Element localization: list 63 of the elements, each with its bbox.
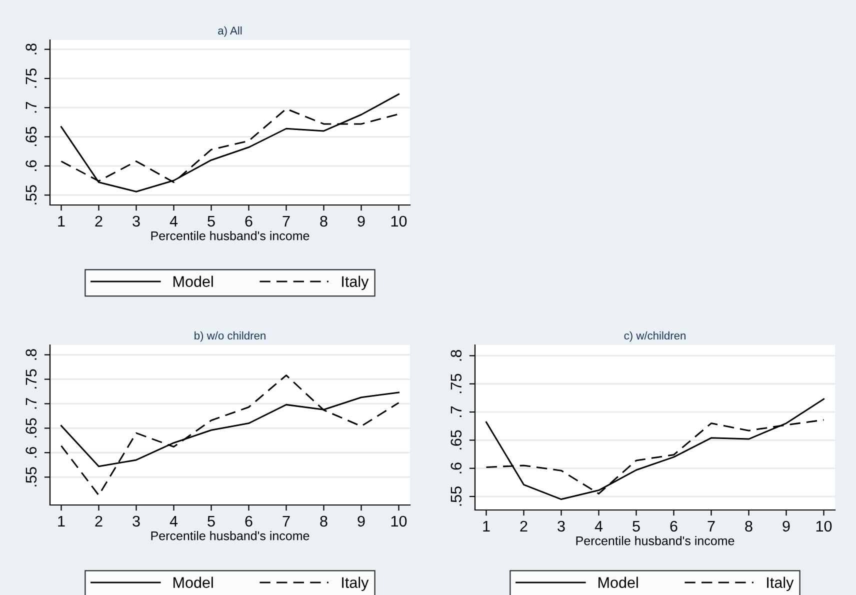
y-tick-label: .7	[26, 398, 36, 409]
y-tick-label: .55	[26, 185, 37, 204]
legend-label: Italy	[342, 576, 369, 591]
x-tick-label: 6	[245, 516, 252, 527]
x-tick-label: 5	[208, 516, 215, 527]
y-tick-label: .6	[450, 462, 462, 474]
x-tick-label: 3	[132, 216, 140, 227]
x-tick-label: 6	[670, 520, 678, 532]
legend-label: Italy	[342, 276, 369, 290]
x-axis-title: Percentile husband's income	[576, 536, 734, 546]
x-tick-label: 7	[282, 516, 290, 526]
x-axis-title: Percentile husband's income	[151, 231, 310, 240]
x-tick-label: 2	[95, 516, 102, 526]
x-tick-label: 4	[594, 520, 603, 532]
y-tick-label: .55	[450, 486, 462, 506]
line-series	[60, 374, 400, 496]
line-series	[485, 398, 825, 500]
y-tick-label: .7	[26, 102, 36, 113]
x-tick-label: 7	[708, 520, 715, 532]
y-tick-label: .65	[26, 126, 37, 146]
x-tick-label: 5	[632, 520, 640, 532]
x-tick-label: 8	[320, 516, 328, 527]
y-tick-label: .65	[26, 418, 37, 438]
x-tick-label: 9	[358, 216, 365, 227]
line-series	[60, 93, 400, 192]
x-tick-label: 2	[520, 520, 528, 532]
x-axis-title: Percentile husband's income	[151, 531, 310, 540]
chart-title: b) w/o children	[194, 331, 266, 342]
x-tick-label: 2	[95, 216, 102, 226]
y-tick-label: .75	[450, 374, 462, 394]
y-tick-label: .6	[26, 160, 37, 171]
x-tick-label: 9	[782, 520, 790, 532]
y-tick-label: .75	[26, 68, 37, 88]
x-tick-label: 4	[170, 216, 178, 226]
y-tick-label: .75	[26, 369, 37, 388]
y-tick-label: .8	[450, 350, 462, 361]
y-tick-label: .7	[450, 406, 462, 417]
x-tick-label: 3	[132, 516, 140, 527]
x-tick-label: 1	[58, 516, 65, 526]
x-tick-label: 6	[245, 216, 252, 227]
chart-title: c) w/children	[624, 331, 686, 342]
legend-label: Model	[174, 276, 213, 287]
x-tick-label: 10	[391, 216, 407, 227]
x-tick-label: 7	[282, 216, 290, 226]
x-tick-label: 8	[745, 520, 752, 532]
legend-label: Model	[598, 576, 638, 588]
y-tick-label: .55	[26, 467, 37, 486]
y-tick-label: .8	[26, 44, 37, 54]
chart-title: a) All	[218, 26, 242, 37]
y-tick-label: .8	[26, 349, 37, 360]
x-tick-label: 5	[208, 216, 215, 227]
y-tick-label: .65	[450, 430, 462, 450]
x-tick-label: 9	[358, 516, 365, 527]
x-tick-label: 10	[391, 516, 407, 527]
x-tick-label: 1	[483, 520, 490, 532]
y-tick-label: .6	[26, 446, 37, 458]
legend-label: Italy	[767, 576, 794, 591]
x-tick-label: 3	[558, 520, 565, 532]
x-tick-label: 8	[320, 216, 328, 227]
x-tick-label: 1	[58, 216, 65, 226]
legend-label: Model	[174, 576, 213, 588]
x-tick-label: 10	[816, 520, 832, 532]
x-tick-label: 4	[170, 516, 178, 526]
